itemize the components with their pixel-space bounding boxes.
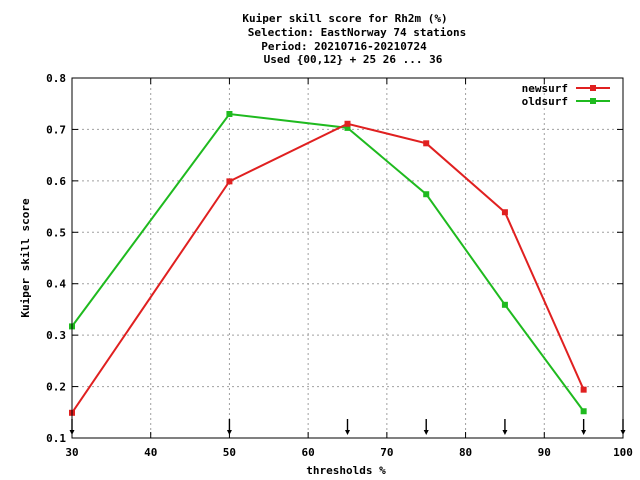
y-tick-label: 0.6 [46, 175, 66, 188]
y-tick-label: 0.2 [46, 381, 66, 394]
title-line-1: Kuiper skill score for Rh2m (%) [242, 12, 447, 25]
y-tick-label: 0.7 [46, 123, 66, 136]
newsurf-line [71, 122, 585, 414]
y-tick-label: 0.8 [46, 72, 66, 85]
oldsurf-point [344, 124, 351, 131]
oldsurf-point [423, 191, 430, 198]
legend-swatch-point [590, 98, 596, 104]
legend-swatch-point [590, 85, 596, 91]
title-line-3: Period: 20210716-20210724 [261, 40, 427, 53]
legend-label: newsurf [522, 82, 568, 95]
y-axis-label: Kuiper skill score [19, 198, 32, 318]
newsurf-point [501, 209, 508, 216]
legend-label: oldsurf [522, 95, 568, 108]
y-tick-label: 0.4 [46, 278, 66, 291]
oldsurf-line [71, 112, 585, 412]
newsurf-point [344, 120, 351, 127]
series [69, 111, 587, 416]
threshold-arrow-head [345, 430, 350, 435]
threshold-arrow-head [581, 430, 587, 435]
newsurf-point [580, 386, 587, 393]
grid [71, 77, 624, 439]
axis-ticks: 0.1 0.2 0.3 0.4 0.5 0.6 0.7 0.8 30 40 50 60 70 80 90 10… [46, 72, 633, 459]
x-tick-label: 80 [459, 446, 472, 459]
oldsurf-point [501, 301, 508, 308]
y-tick-label: 0.5 [46, 226, 66, 239]
x-axis-label: thresholds % [306, 464, 386, 477]
x-tick-label: 100 [613, 446, 633, 459]
x-tick-label: 30 [65, 446, 78, 459]
threshold-markers [69, 419, 626, 435]
newsurf-point [226, 178, 233, 185]
x-tick-label: 40 [144, 446, 157, 459]
oldsurf-point [580, 408, 587, 415]
x-tick-label: 90 [538, 446, 551, 459]
x-tick-label: 50 [223, 446, 236, 459]
plot-frame [71, 77, 624, 439]
threshold-arrow-head [423, 430, 429, 435]
y-tick-label: 0.1 [46, 432, 66, 445]
oldsurf-point [226, 111, 233, 117]
threshold-arrow-head [502, 430, 508, 435]
threshold-arrow-head [226, 430, 232, 435]
newsurf-point [423, 140, 430, 147]
chart-title: Kuiper skill score for Rh2m (%) Selectio… [242, 12, 466, 66]
x-tick-label: 70 [380, 446, 393, 459]
y-tick-label: 0.3 [46, 329, 66, 342]
x-tick-label: 60 [302, 446, 315, 459]
title-line-2: Selection: EastNorway 74 stations [248, 26, 467, 39]
title-line-4: Used {00,12} + 25 26 ... 36 [264, 53, 443, 66]
